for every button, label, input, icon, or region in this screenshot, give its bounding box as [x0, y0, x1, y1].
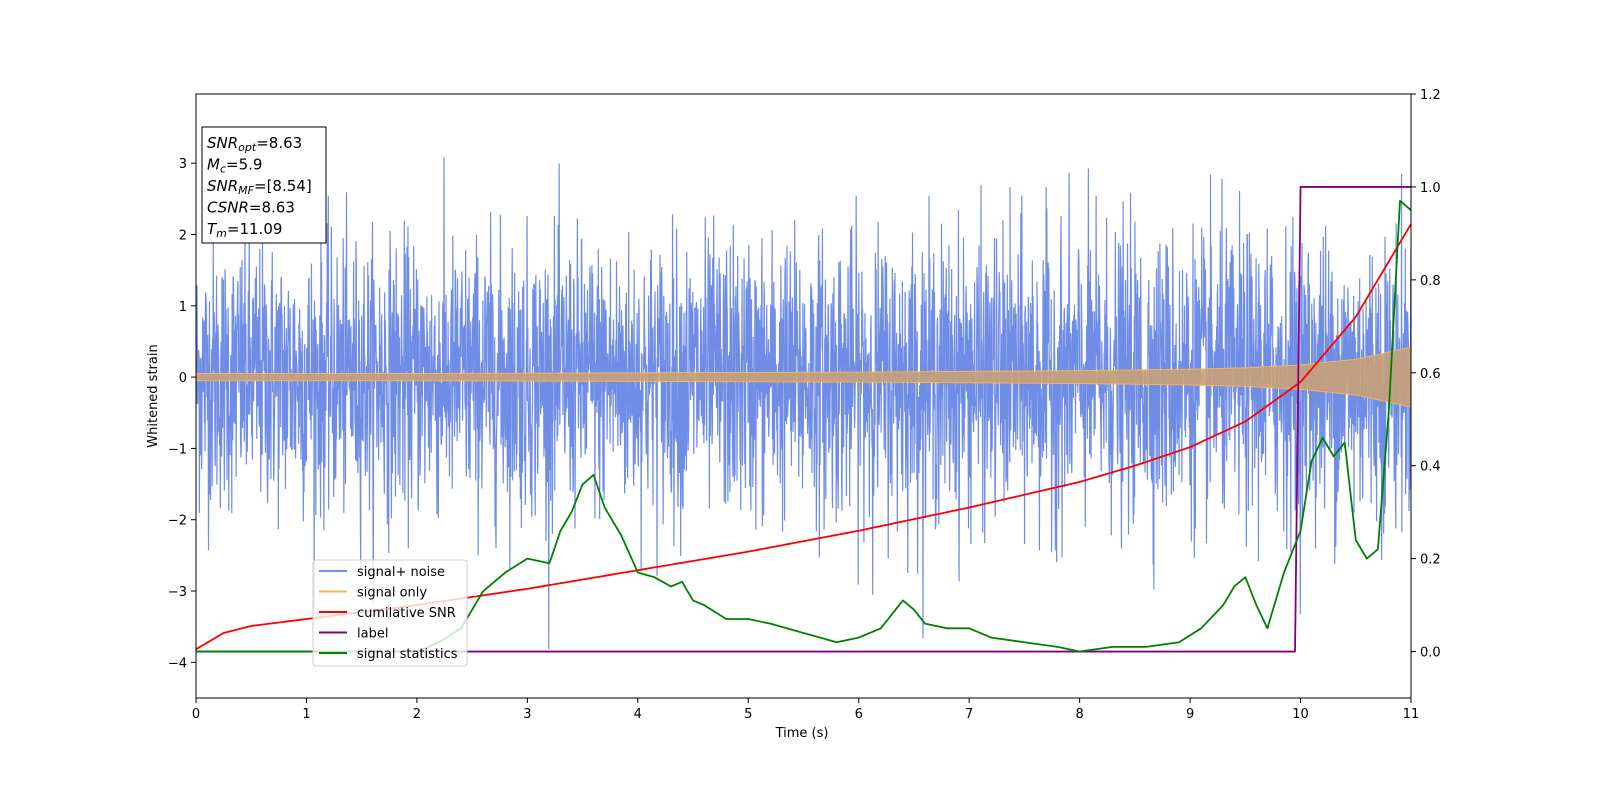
series-signal-noise — [196, 157, 1411, 650]
info-line: SNRMF=[8.54] — [207, 177, 312, 197]
info-value: =[8.54] — [254, 177, 312, 195]
info-symbol: CSNR — [207, 199, 249, 217]
info-box-frame — [201, 126, 327, 244]
x-axis: 0 1 2 3 4 5 6 7 8 9 10 11 — [192, 698, 1419, 722]
info-box: SNRopt=8.63Mc=5.9SNRMF=[8.54]CSNR=8.63Tm… — [201, 126, 327, 244]
info-line: SNRopt=8.63 — [207, 134, 302, 154]
y-tick-label: 3 — [179, 157, 187, 172]
info-line: CSNR=8.63 — [207, 199, 295, 217]
y-axis-right: 0.0 0.2 0.4 0.6 0.8 1.0 1.2 — [1411, 88, 1441, 661]
legend: signal+ noise signal only cumilative SNR la… — [312, 559, 468, 667]
series-signal-statistics — [196, 199, 1411, 653]
legend-label: cumilative SNR — [357, 606, 456, 621]
y-tick-label: 1 — [179, 300, 187, 315]
legend-label: signal statistics — [357, 647, 458, 662]
y-tick-label: −3 — [168, 585, 187, 600]
x-tick-label: 5 — [744, 707, 752, 722]
y-tick-label: 0 — [179, 371, 187, 386]
x-tick-label: 2 — [413, 707, 421, 722]
info-line: Tm=11.09 — [207, 220, 282, 240]
info-value: =8.63 — [249, 199, 295, 217]
y2-tick-label: 0.2 — [1420, 553, 1441, 568]
info-symbol: M — [207, 156, 220, 174]
x-tick-label: 7 — [965, 707, 973, 722]
legend-label: signal+ noise — [357, 565, 445, 580]
y-tick-label: −1 — [168, 442, 187, 457]
y-tick-label: −2 — [168, 514, 187, 529]
y-axis-label: Whitened strain — [146, 344, 161, 447]
y-tick-label: 2 — [179, 228, 187, 243]
y2-tick-label: 0.6 — [1420, 367, 1441, 382]
x-tick-label: 10 — [1292, 707, 1309, 722]
info-symbol: SNR — [207, 134, 238, 152]
y2-tick-label: 0.4 — [1420, 460, 1441, 475]
info-subscript: c — [220, 163, 226, 176]
x-tick-label: 4 — [634, 707, 642, 722]
series-label — [196, 186, 1411, 653]
y2-tick-label: 0.0 — [1420, 646, 1441, 661]
x-tick-label: 0 — [192, 707, 200, 722]
info-subscript: opt — [238, 141, 257, 154]
info-value: =11.09 — [227, 220, 283, 238]
y2-tick-label: 0.8 — [1420, 274, 1441, 289]
y2-tick-label: 1.2 — [1420, 88, 1441, 103]
series-signal-only — [196, 346, 1411, 408]
y2-tick-label: 1.0 — [1420, 181, 1441, 196]
y-axis-left: −4 −3 −2 −1 0 1 2 3 — [168, 157, 196, 671]
legend-label: label — [357, 627, 388, 642]
info-value: =8.63 — [256, 134, 302, 152]
legend-label: signal only — [357, 586, 427, 601]
x-tick-label: 8 — [1075, 707, 1083, 722]
plot-frame — [195, 93, 1412, 699]
info-value: =5.9 — [226, 156, 262, 174]
x-tick-label: 6 — [855, 707, 863, 722]
info-symbol: SNR — [207, 177, 238, 195]
x-tick-label: 1 — [302, 707, 310, 722]
info-subscript: MF — [238, 184, 254, 197]
y-tick-label: −4 — [168, 656, 187, 671]
info-subscript: m — [216, 227, 227, 240]
x-tick-label: 9 — [1186, 707, 1194, 722]
x-tick-label: 3 — [523, 707, 531, 722]
info-line: Mc=5.9 — [207, 156, 262, 176]
legend-frame — [312, 559, 468, 667]
x-tick-label: 11 — [1403, 707, 1420, 722]
info-symbol: T — [207, 220, 218, 238]
x-axis-label: Time (s) — [775, 726, 829, 741]
